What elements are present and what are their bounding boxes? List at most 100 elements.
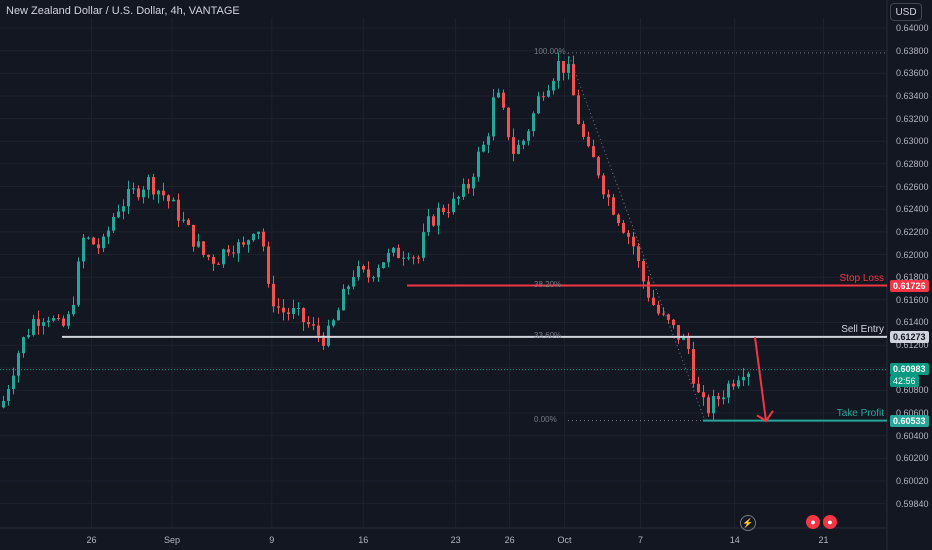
candle bbox=[587, 136, 590, 147]
candle bbox=[512, 137, 515, 154]
x-tick-label: 23 bbox=[450, 535, 461, 545]
y-tick-label: 0.60200 bbox=[896, 453, 929, 464]
candle bbox=[52, 318, 55, 321]
candle bbox=[357, 266, 360, 278]
y-tick-label: 0.63400 bbox=[896, 90, 929, 101]
candle bbox=[252, 233, 255, 241]
candle bbox=[97, 244, 100, 249]
candle bbox=[277, 306, 280, 308]
candle bbox=[592, 146, 595, 158]
candle bbox=[37, 319, 40, 326]
x-tick-label: 14 bbox=[729, 535, 740, 545]
candle bbox=[217, 263, 220, 265]
candle bbox=[197, 241, 200, 247]
y-tick-label: 0.62600 bbox=[896, 181, 929, 192]
candle bbox=[712, 396, 715, 414]
candle bbox=[7, 389, 10, 402]
candle bbox=[387, 252, 390, 263]
candle bbox=[172, 199, 175, 202]
candle bbox=[607, 194, 610, 198]
fib-trend-line bbox=[567, 52, 706, 421]
candle bbox=[122, 206, 125, 212]
candle bbox=[667, 314, 670, 320]
candle bbox=[72, 304, 75, 315]
candle bbox=[702, 392, 705, 398]
x-tick-label: Sep bbox=[164, 535, 181, 545]
candle bbox=[397, 247, 400, 259]
candle bbox=[637, 246, 640, 262]
countdown-tag: 42:56 bbox=[890, 374, 919, 387]
candle bbox=[332, 320, 335, 326]
candle bbox=[432, 216, 435, 226]
candle bbox=[317, 325, 320, 336]
candle bbox=[312, 324, 315, 326]
candle bbox=[227, 249, 230, 253]
candle bbox=[427, 216, 430, 233]
candle bbox=[152, 177, 155, 195]
candle bbox=[477, 151, 480, 177]
candle bbox=[687, 336, 690, 350]
candle bbox=[657, 304, 660, 314]
candle bbox=[57, 318, 60, 320]
lightning-icon[interactable]: ⚡ bbox=[740, 515, 756, 531]
candle bbox=[182, 219, 185, 221]
candle bbox=[132, 188, 135, 190]
candle bbox=[547, 90, 550, 97]
candle bbox=[322, 335, 325, 346]
candle bbox=[437, 207, 440, 226]
candle bbox=[292, 308, 295, 314]
candle bbox=[102, 236, 105, 249]
candle bbox=[27, 334, 30, 338]
currency-button[interactable]: USD bbox=[890, 3, 922, 21]
candle bbox=[297, 307, 300, 309]
candle bbox=[527, 131, 530, 141]
candle bbox=[652, 297, 655, 305]
candle bbox=[507, 107, 510, 138]
x-tick-label: 7 bbox=[637, 535, 644, 545]
candle bbox=[302, 307, 305, 323]
candle bbox=[367, 269, 370, 278]
candle bbox=[602, 175, 605, 195]
candle bbox=[82, 237, 85, 262]
y-tick-label: 0.64000 bbox=[896, 23, 929, 33]
arrow-head bbox=[756, 410, 774, 423]
candle bbox=[557, 61, 560, 81]
y-tick-label: 0.60020 bbox=[896, 476, 929, 486]
candle bbox=[192, 224, 195, 247]
x-tick-label: 26 bbox=[86, 535, 97, 545]
candle bbox=[482, 144, 485, 152]
candle bbox=[267, 246, 270, 284]
candle bbox=[562, 61, 565, 73]
y-tick-label: 0.62400 bbox=[896, 204, 929, 215]
candle bbox=[622, 222, 625, 233]
candle bbox=[672, 319, 675, 326]
candle bbox=[662, 313, 665, 315]
candle bbox=[422, 232, 425, 258]
candle bbox=[692, 349, 695, 384]
x-tick-label: 16 bbox=[358, 535, 369, 545]
y-tick-label: 0.60400 bbox=[896, 430, 929, 441]
candle bbox=[417, 257, 420, 259]
candle bbox=[632, 236, 635, 247]
candle bbox=[497, 92, 500, 98]
candle bbox=[212, 257, 215, 264]
candle bbox=[412, 257, 415, 259]
candle bbox=[162, 190, 165, 196]
candle bbox=[522, 140, 525, 145]
us-flag-icon[interactable]: ● bbox=[823, 515, 837, 529]
candle bbox=[262, 231, 265, 247]
candle bbox=[347, 286, 350, 289]
y-tick-label: 0.61800 bbox=[896, 272, 929, 283]
candle bbox=[207, 254, 210, 258]
x-tick-label: 9 bbox=[269, 535, 275, 545]
candle bbox=[452, 198, 455, 213]
candle bbox=[232, 252, 235, 254]
level-price-tag: 0.61726 bbox=[890, 279, 929, 292]
us-flag-icon[interactable]: ● bbox=[806, 515, 820, 529]
x-tick-label: Oct bbox=[557, 535, 572, 545]
candle bbox=[337, 310, 340, 321]
candle bbox=[2, 401, 5, 408]
candle bbox=[257, 231, 260, 234]
candle bbox=[242, 242, 245, 245]
